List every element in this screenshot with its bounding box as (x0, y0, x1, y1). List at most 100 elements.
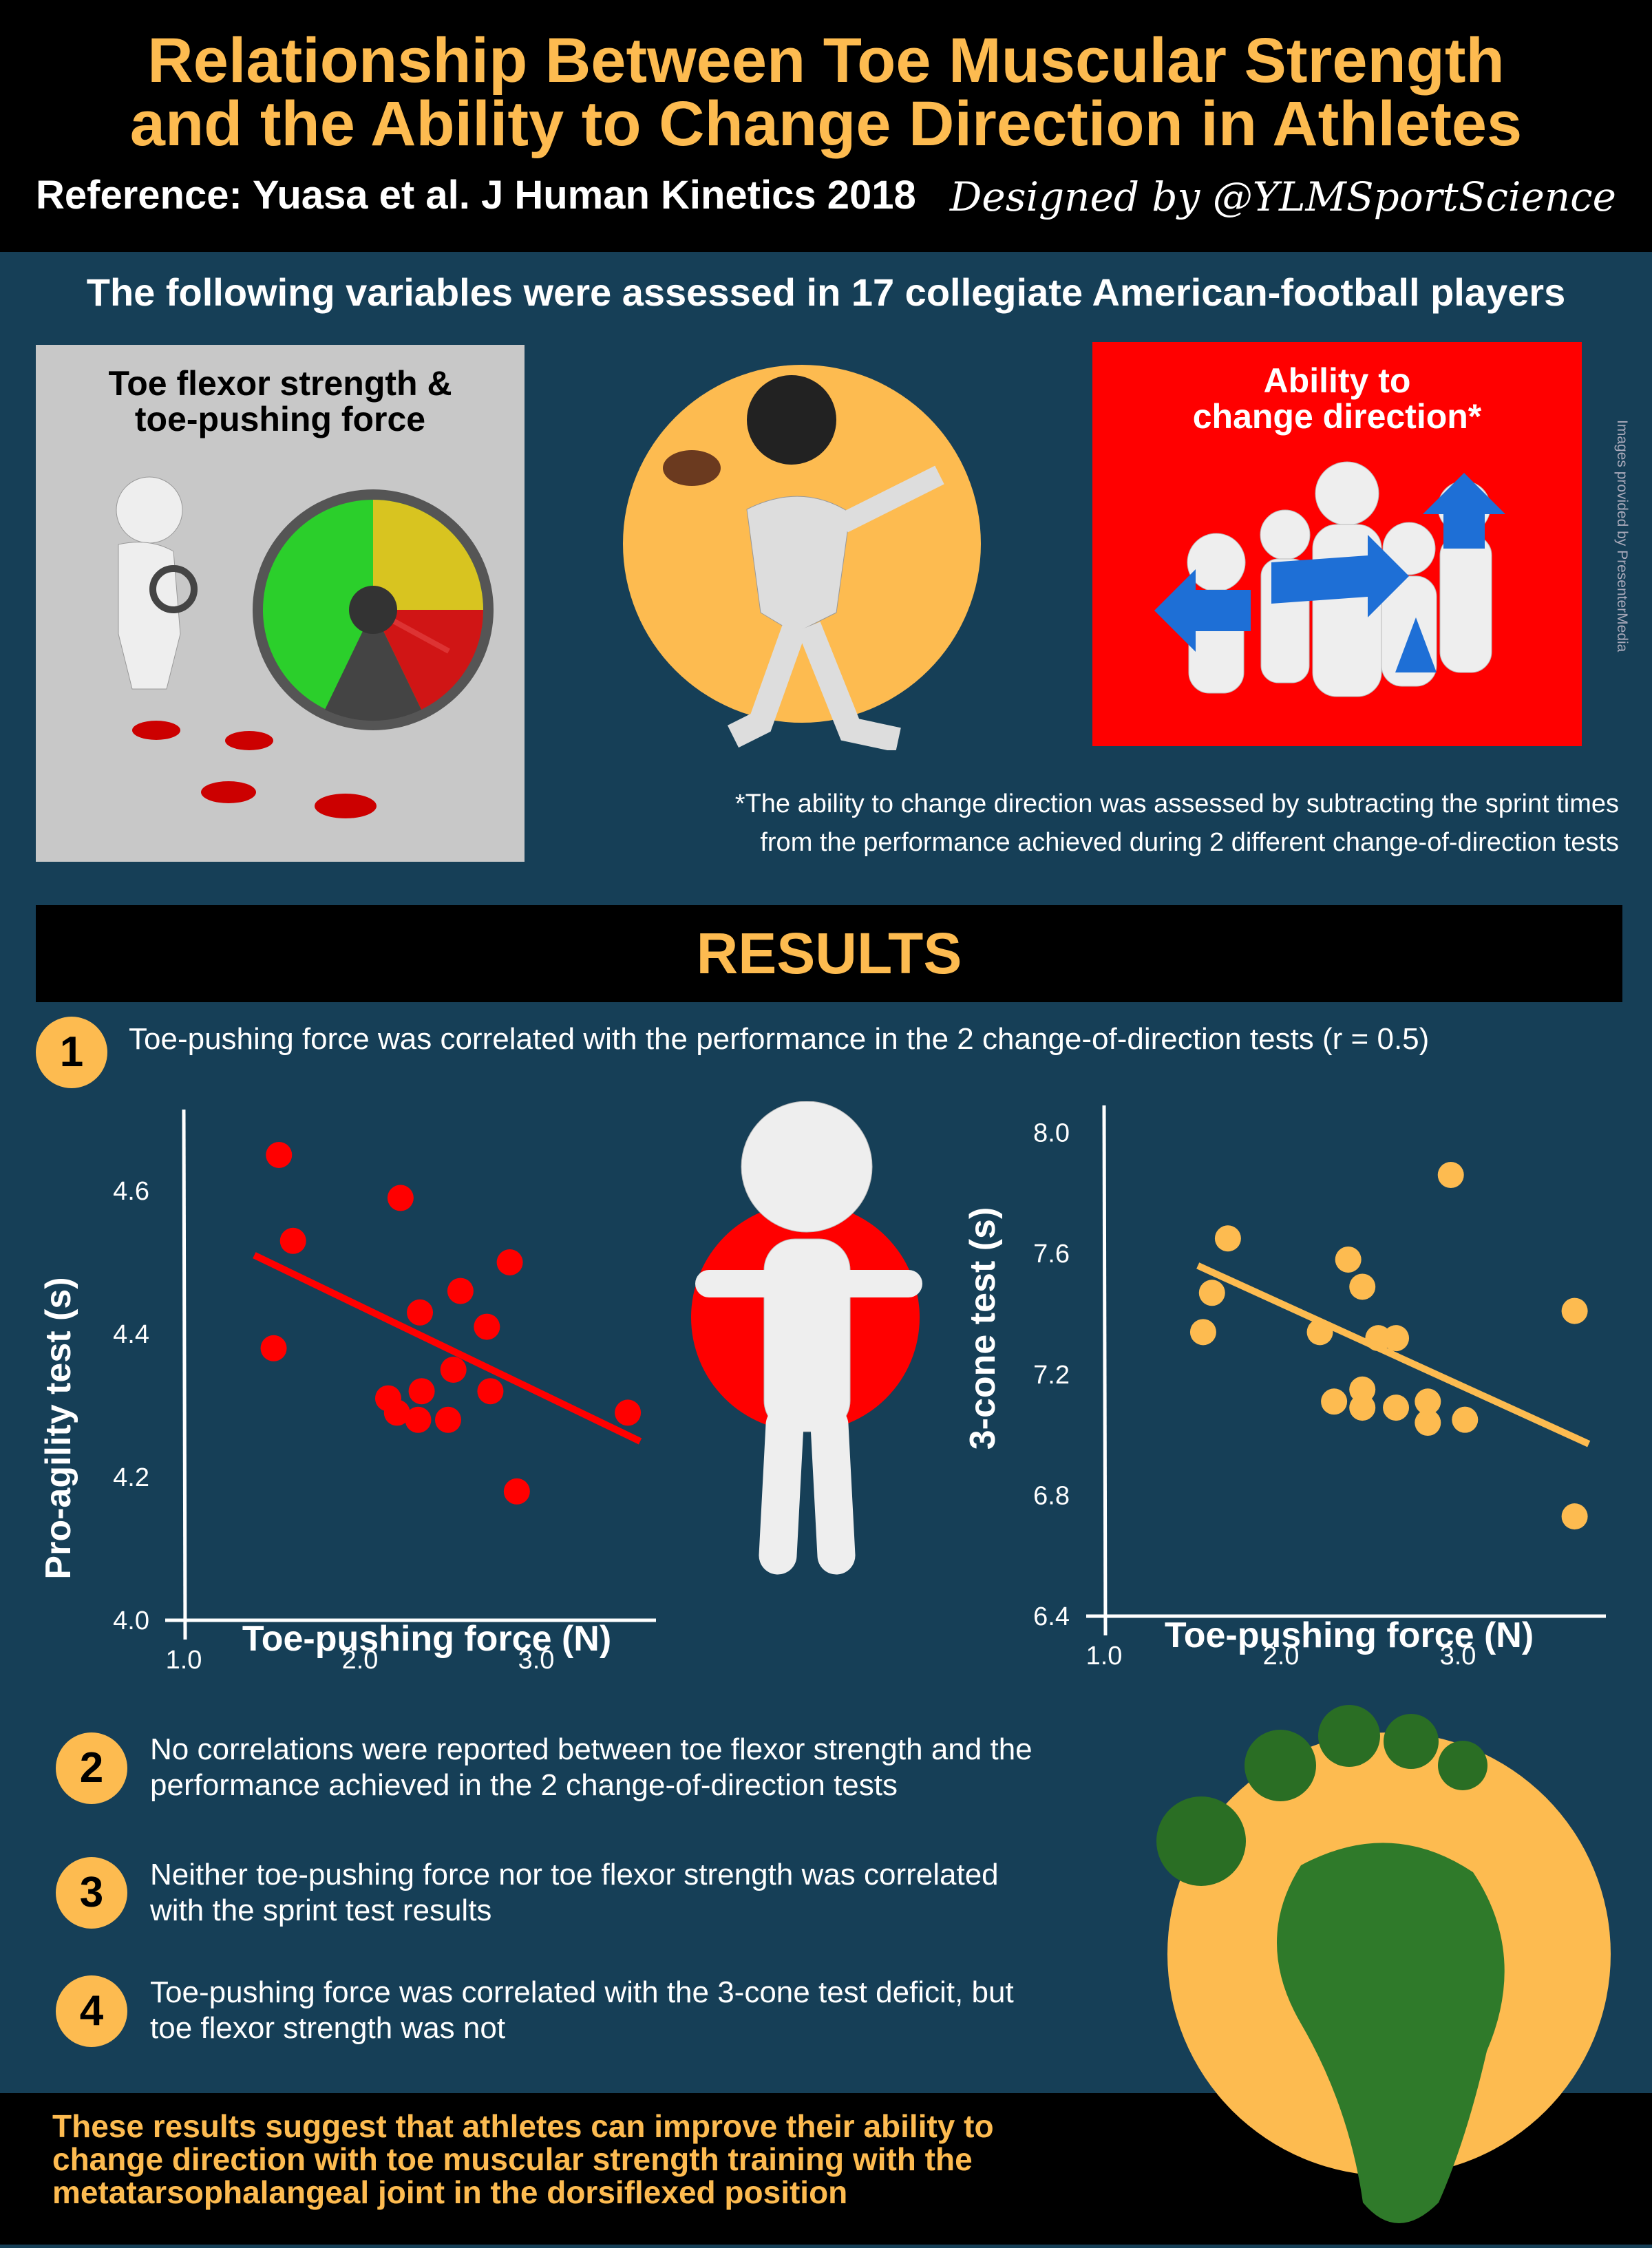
footnote-line2: from the performance achieved during 2 d… (760, 828, 1619, 857)
y-tick-label: 6.4 (1033, 1602, 1070, 1631)
x-tick-label: 2.0 (342, 1646, 379, 1675)
x-axis-label: Toe-pushing force (N) (1165, 1615, 1534, 1655)
data-point (1214, 1225, 1241, 1252)
data-point (1349, 1376, 1376, 1403)
data-point (407, 1299, 434, 1326)
y-axis (1102, 1105, 1108, 1636)
data-point (408, 1378, 435, 1405)
y-tick-label: 4.0 (113, 1607, 149, 1635)
figures-with-arrows-icon (1154, 461, 1505, 697)
data-point (1383, 1395, 1410, 1421)
result-text-line: toe flexor strength was not (150, 2011, 506, 2045)
quarterback-illustration (623, 365, 981, 752)
x-tick-label: 1.0 (166, 1646, 202, 1675)
data-point (387, 1185, 414, 1211)
grass-footprint-icon (1156, 1705, 1611, 2223)
data-point (1335, 1246, 1362, 1273)
x-tick-label: 1.0 (1086, 1642, 1123, 1671)
y-axis-label: Pro-agility test (s) (39, 1277, 78, 1579)
data-point (615, 1399, 642, 1426)
x-axis-label: Toe-pushing force (N) (242, 1619, 611, 1659)
pointing-figure-illustration (681, 1101, 936, 1604)
y-tick-label: 6.8 (1033, 1481, 1070, 1510)
designed-by: Designed by @YLMSportScience (949, 173, 1616, 220)
title-line-1: Relationship Between Toe Muscular Streng… (147, 25, 1505, 96)
panel-label-line1: Toe flexor strength & (108, 364, 452, 403)
data-point (435, 1406, 461, 1433)
data-point (1415, 1388, 1441, 1415)
y-tick-label: 8.0 (1033, 1119, 1070, 1148)
x-tick-label: 3.0 (1440, 1642, 1476, 1671)
reference: Reference: Yuasa et al. J Human Kinetics… (36, 173, 916, 218)
y-axis (182, 1109, 187, 1640)
result-text-3: Neither toe-pushing force nor toe flexor… (150, 1857, 999, 1929)
data-point (1415, 1410, 1441, 1436)
pro-agility-scatter-chart: 1.0 2.0 3.0 4.0 4.2 4.4 4.6 Toe-pushing force … (39, 1109, 656, 1675)
data-point (1561, 1503, 1588, 1530)
data-point (1189, 1319, 1216, 1346)
data-point (1349, 1273, 1376, 1300)
panel-label-line2: change direction* (1192, 397, 1482, 436)
intro-subtitle: The following variables were assessed in… (86, 271, 1566, 314)
footnote: *The ability to change direction was ass… (735, 785, 1619, 862)
result-text-1: Toe-pushing force was correlated with th… (129, 1022, 1430, 1056)
football-player-icon (623, 365, 981, 752)
data-point (1452, 1406, 1479, 1433)
result-text-line: performance achieved in the 2 change-of-… (150, 1768, 898, 1802)
y-tick-label: 4.6 (113, 1177, 149, 1206)
y-tick-label: 7.6 (1033, 1240, 1070, 1269)
title-line-2: and the Ability to Change Direction in A… (129, 89, 1523, 159)
data-point (503, 1478, 530, 1505)
three-cone-scatter-chart: 1.0 2.0 3.0 6.4 6.8 7.2 7.6 8.0 Toe-pushing for… (963, 1105, 1606, 1671)
x-tick-label: 2.0 (1263, 1642, 1300, 1671)
conclusion-line2: change direction with toe muscular stren… (52, 2141, 973, 2177)
result-number-2: 2 (56, 1732, 127, 1804)
y-tick-label: 4.2 (113, 1463, 149, 1492)
result-text-line: with the sprint test results (150, 1894, 492, 1927)
data-point (405, 1406, 432, 1433)
data-point (1349, 1395, 1376, 1421)
data-point (1198, 1280, 1225, 1306)
result-number-4: 4 (56, 1975, 127, 2047)
data-point (1561, 1297, 1588, 1324)
y-tick-label: 7.2 (1033, 1361, 1070, 1390)
footnote-line1: *The ability to change direction was ass… (734, 789, 1619, 818)
data-point (1306, 1319, 1333, 1346)
pointing-figure-icon (691, 1101, 922, 1575)
result-text-line: Toe-pushing force was correlated with th… (150, 1975, 1014, 2009)
result-text-line: Neither toe-pushing force nor toe flexor… (150, 1858, 999, 1891)
data-point (279, 1227, 306, 1254)
data-point (1383, 1325, 1410, 1352)
change-direction-panel: Ability to change direction* (1092, 342, 1582, 746)
conclusion-line1: These results suggest that athletes can … (52, 2108, 994, 2144)
gauge-illustration-icon (116, 476, 494, 818)
header (0, 0, 1652, 252)
result-number-3: 3 (56, 1857, 127, 1929)
y-axis-label: 3-cone test (s) (963, 1207, 1003, 1450)
toe-strength-panel: Toe flexor strength & toe-pushing force (36, 345, 525, 862)
data-point (447, 1277, 474, 1304)
data-point (1321, 1388, 1348, 1415)
data-point (266, 1142, 293, 1168)
data-point (440, 1357, 467, 1383)
data-point (477, 1378, 504, 1405)
data-point (474, 1313, 500, 1340)
result-text-line: No correlations were reported between to… (150, 1732, 1032, 1766)
trend-line (253, 1252, 642, 1445)
result-text-2: No correlations were reported between to… (150, 1732, 1032, 1803)
grass-foot-illustration (1143, 1693, 1638, 2245)
trend-line (1196, 1262, 1591, 1448)
data-point (496, 1249, 523, 1275)
data-point (383, 1399, 410, 1426)
panel-label-line1: Ability to (1263, 361, 1411, 400)
y-tick-label: 4.4 (113, 1320, 149, 1349)
results-heading: RESULTS (36, 905, 1622, 1002)
data-point (260, 1335, 287, 1361)
image-credit: Images provided by PresenterMedia (1614, 420, 1630, 653)
x-tick-label: 3.0 (518, 1646, 555, 1675)
data-point (1437, 1162, 1464, 1189)
conclusion-line3: metatarsophalangeal joint in the dorsifl… (52, 2174, 848, 2210)
result-text-4: Toe-pushing force was correlated with th… (150, 1975, 1014, 2046)
result-number-1: 1 (36, 1017, 107, 1088)
panel-label-line2: toe-pushing force (134, 400, 426, 438)
